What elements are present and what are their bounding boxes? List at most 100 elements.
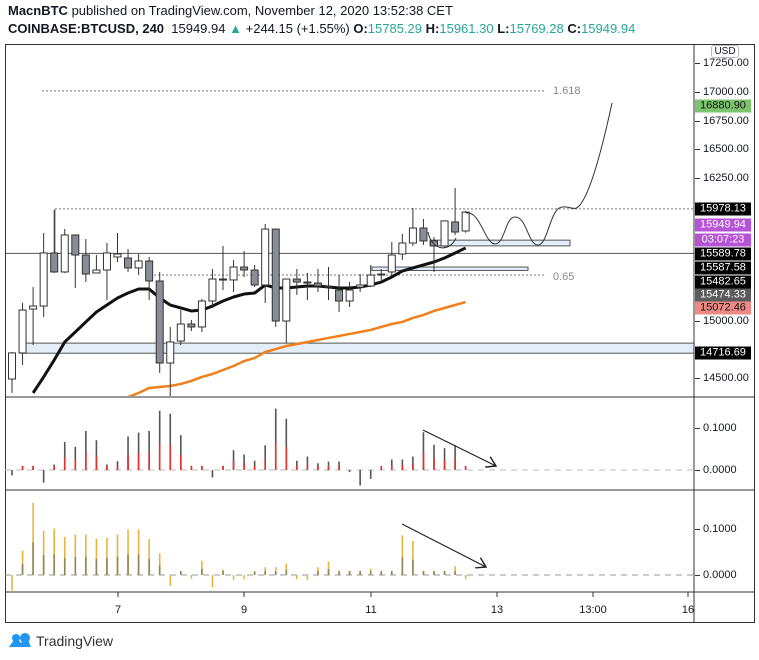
candle[interactable] [8, 352, 16, 393]
zone-rectangle[interactable] [371, 266, 529, 271]
candle[interactable] [261, 224, 270, 303]
candle[interactable] [124, 248, 133, 272]
price-tag: 15587.58 [695, 261, 751, 275]
candle[interactable] [419, 218, 428, 245]
candle-body [81, 254, 90, 275]
candle[interactable] [324, 267, 333, 300]
time-tick: 13 [490, 604, 504, 616]
low-label: L: [497, 21, 510, 36]
candle[interactable] [271, 228, 280, 327]
candle-body [102, 252, 111, 271]
candle-body [197, 300, 206, 328]
candle-body [229, 266, 238, 281]
price-tag: 15072.46 [695, 301, 751, 315]
tradingview-logo[interactable]: TradingView [8, 632, 113, 650]
candle[interactable] [408, 208, 417, 246]
levels-layer [6, 90, 694, 276]
candle[interactable] [29, 287, 38, 346]
publish-info: MacnBTC published on TradingView.com, No… [8, 3, 453, 18]
symbol-label: COINBASE:BTCUSD, 240 [8, 21, 165, 36]
osc1-trend-arrow[interactable] [422, 429, 496, 466]
candle-body [451, 221, 460, 233]
open-label: O: [353, 21, 368, 36]
high-label: H: [425, 21, 440, 36]
candle[interactable] [250, 264, 259, 288]
candle-body [261, 228, 270, 286]
candle[interactable] [145, 256, 154, 300]
fast-ema-line[interactable] [31, 246, 467, 394]
candle[interactable] [166, 326, 175, 398]
candle[interactable] [187, 319, 196, 331]
candle[interactable] [229, 260, 238, 292]
candle-body [124, 257, 133, 269]
candle[interactable] [81, 239, 90, 283]
candle-body [419, 227, 428, 242]
candle[interactable] [313, 268, 322, 292]
fib-label-065: 0.65 [553, 271, 575, 283]
up-triangle-icon: ▲ [229, 21, 242, 36]
candle[interactable] [377, 268, 386, 280]
projection-arc [427, 231, 457, 249]
time-tick: 13:00 [579, 604, 607, 616]
osc2-trend-arrow[interactable] [401, 523, 486, 567]
candle[interactable] [102, 243, 111, 300]
candle-body [155, 280, 164, 364]
candle[interactable] [461, 210, 470, 233]
osc1-tick-zero: 0.0000 [695, 464, 737, 476]
candle-body [282, 278, 291, 322]
candle-body [187, 323, 196, 328]
candle-body [271, 228, 280, 322]
time-axis-ticks [117, 592, 689, 597]
candle[interactable] [219, 245, 227, 291]
candle[interactable] [197, 298, 206, 333]
candle[interactable] [208, 268, 217, 308]
candle[interactable] [60, 229, 69, 273]
osc2-tick-top: 0.1000 [695, 523, 737, 535]
candle[interactable] [39, 233, 48, 318]
candle[interactable] [303, 272, 312, 300]
candle[interactable] [113, 233, 122, 262]
candle[interactable] [430, 236, 438, 272]
candle[interactable] [134, 253, 143, 276]
price-tick: 15000.00 [695, 314, 749, 327]
candle-body [292, 278, 301, 283]
candle[interactable] [366, 264, 375, 288]
candle[interactable] [440, 220, 449, 248]
candle[interactable] [398, 233, 407, 261]
publisher-name[interactable]: MacnBTC [8, 3, 68, 18]
close-label: C: [567, 21, 582, 36]
currency-button[interactable]: USD [711, 45, 739, 58]
candle-body [313, 282, 322, 287]
osc1-tick-top: 0.1000 [695, 422, 737, 434]
price-tag: 15482.65 [695, 275, 751, 289]
candle[interactable] [176, 310, 185, 346]
candle[interactable] [356, 274, 365, 292]
candle-body [219, 278, 227, 281]
last-price: 15949.94 [171, 21, 226, 36]
candle[interactable] [335, 275, 344, 312]
candle[interactable] [18, 302, 27, 365]
candle[interactable] [240, 251, 249, 277]
price-tick: 17250.00 [695, 57, 749, 70]
candle[interactable] [451, 187, 460, 235]
candle[interactable] [282, 278, 291, 343]
candle[interactable] [92, 255, 101, 274]
candle[interactable] [345, 282, 354, 307]
candle[interactable] [292, 268, 301, 295]
candle-body [250, 269, 259, 286]
projection-path[interactable] [465, 102, 613, 246]
osc2-bars [11, 502, 467, 591]
candle[interactable] [50, 209, 59, 273]
high-value: 15961.30 [439, 21, 494, 36]
zone-rectangle[interactable] [19, 342, 694, 354]
slow-ma-line[interactable] [127, 300, 466, 397]
candle[interactable] [387, 241, 396, 276]
last-price-tag: 15949.94 [695, 218, 751, 232]
candle-body [60, 234, 69, 273]
brand-name: TradingView [36, 633, 114, 649]
candle[interactable] [155, 271, 164, 373]
time-tick: 9 [240, 604, 248, 616]
time-tick: 11 [365, 604, 377, 616]
candle[interactable] [71, 234, 80, 288]
